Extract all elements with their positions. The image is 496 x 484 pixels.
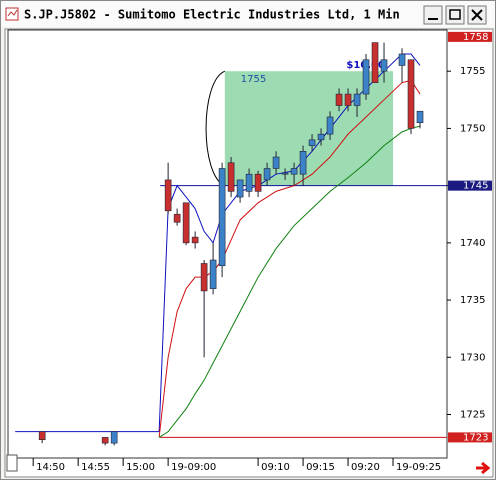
window-buttons[interactable] [423,5,487,25]
corner-icon [6,454,18,472]
minimize-button[interactable] [423,5,443,25]
x-tick-label: 09:20 [351,462,380,473]
candle-body [173,213,181,223]
title-bar [1,1,495,27]
x-tick-label: 09:15 [306,462,335,473]
candle-body [236,179,244,198]
candle-body [362,59,370,95]
candle-body [164,179,172,212]
plot: 1725 1730 1735 1740 1745 1750 1755 14:50 14:55 15… [15,31,492,473]
x-tick-label: 15:00 [126,462,155,473]
window-title: S.JP.J5802 - Sumitomo Electric Industrie… [24,8,400,22]
candle-body [290,168,298,175]
price-tag-label: 1723 [463,432,488,443]
app-icon [5,7,19,21]
candle-body [110,431,118,444]
close-glyph [471,9,483,21]
candle-body [182,202,190,244]
candle-body [416,110,424,123]
y-tick-label: 1725 [460,410,485,421]
x-tick-label: 14:55 [81,462,110,473]
candle-body [254,173,262,192]
candle-body [101,437,109,444]
candle-body [209,259,217,289]
box-label: 1755 [241,74,266,85]
price-tag [448,432,492,443]
ma-line [158,125,421,438]
price-tag-label: 1745 [463,181,488,192]
y-tick-label: 1740 [460,238,485,249]
x-tick-label: 09:10 [261,462,290,473]
candle-body [218,168,226,267]
candle-body [200,263,208,292]
candle-body [407,59,415,129]
candle-body [308,139,316,146]
y-tick-label: 1755 [460,66,485,77]
scroll-arrow[interactable] [476,461,491,475]
x-tick-label: 14:50 [36,462,65,473]
candle-body [245,173,253,192]
maximize-glyph [449,9,461,20]
ma-line [158,79,421,438]
x-tick-label: 19-09:00 [171,462,216,473]
y-tick-label: 1750 [460,123,485,134]
maximize-button[interactable] [445,5,465,25]
x-tick-label: 19-09:25 [396,462,441,473]
candle-body [317,133,325,141]
candle-body [371,42,379,83]
range-bracket [205,70,226,187]
candle-body [299,151,307,175]
candle-body [281,172,289,175]
candle-body [326,116,334,135]
candle-body [191,236,199,244]
candle-body [380,59,388,72]
price-tag [448,180,492,191]
price-tag [448,31,492,42]
candle-body [272,156,280,169]
candle-body [353,93,361,106]
y-tick-label: 1730 [460,352,485,363]
candle-body [263,168,271,181]
app-icon-glyph [7,9,18,17]
y-tick-label: 1735 [460,295,485,306]
candle-body [398,53,406,66]
candle-body [38,431,46,440]
candle-body [227,162,235,192]
candle-body [344,93,352,106]
candle-body [335,93,343,106]
price-tag-label: 1758 [463,32,488,43]
